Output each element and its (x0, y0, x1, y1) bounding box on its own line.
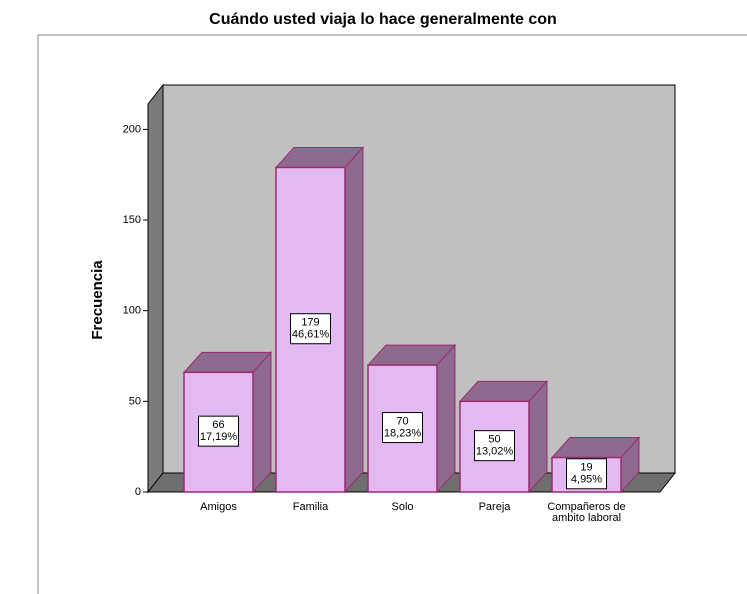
data-label: 4,95% (571, 474, 602, 486)
bar (182, 351, 273, 494)
bar-side (344, 146, 364, 494)
bar-side (436, 343, 456, 494)
x-tick-label: Solo (391, 501, 413, 513)
data-label: 46,61% (292, 329, 330, 341)
data-label-box (566, 458, 607, 490)
data-label: 13,02% (476, 446, 514, 458)
bar-side (252, 351, 272, 494)
side-wall (147, 83, 164, 494)
chart-title: Cuándo usted viaja lo hace generalmente … (209, 11, 557, 28)
x-tick-label: Amigos (200, 501, 237, 513)
data-label-box (382, 412, 423, 444)
bar-side (528, 380, 548, 494)
y-tick-label: 150 (123, 214, 141, 226)
data-label: 70 (396, 415, 408, 427)
y-tick-label: 200 (123, 123, 141, 135)
data-label-box (290, 313, 331, 345)
data-label: 50 (488, 434, 500, 446)
y-tick-label: 0 (135, 486, 141, 498)
x-tick-label: Pareja (479, 501, 512, 513)
data-label: 66 (212, 419, 224, 431)
data-label-box (198, 415, 239, 447)
y-tick-label: 50 (129, 395, 141, 407)
bar (366, 343, 457, 494)
data-label-box (474, 430, 515, 462)
bar-front (183, 371, 254, 493)
y-axis-label: Frecuencia (89, 260, 106, 340)
x-tick-label: Compañeros de ambito laboral (547, 501, 625, 524)
data-label: 19 (580, 462, 592, 474)
data-label: 18,23% (384, 427, 422, 439)
y-tick-label: 100 (123, 305, 141, 317)
data-label: 17,19% (200, 431, 238, 443)
data-label: 179 (301, 317, 319, 329)
x-tick-label: Familia (293, 501, 329, 513)
